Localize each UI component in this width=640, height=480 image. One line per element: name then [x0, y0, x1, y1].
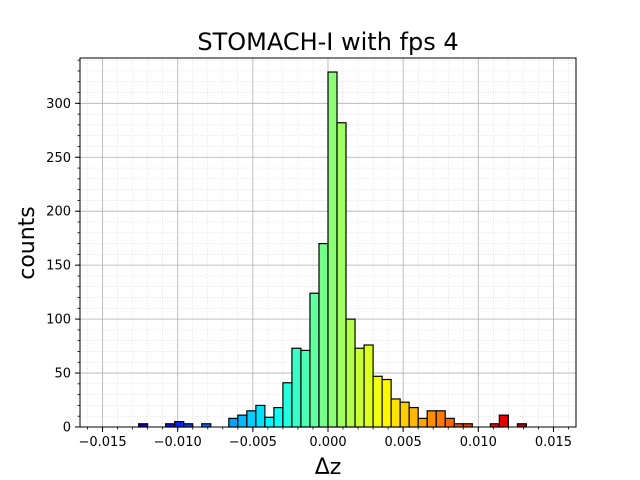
histogram-bar — [237, 414, 248, 428]
x-tick-label: 0.010 — [460, 435, 497, 450]
histogram-bar — [255, 404, 266, 428]
x-tick-label: 0.015 — [535, 435, 572, 450]
y-tick-label: 0 — [63, 421, 71, 436]
x-tick-label: −0.010 — [154, 435, 202, 450]
x-tick-label: 0.005 — [385, 435, 422, 450]
y-tick-label: 200 — [46, 205, 71, 220]
histogram-bar — [381, 378, 392, 428]
x-tick-label: −0.015 — [78, 435, 126, 450]
histogram-bar — [264, 416, 275, 428]
histogram-bar — [426, 410, 437, 428]
histogram-bar — [390, 398, 401, 428]
histogram-bar — [417, 417, 428, 428]
histogram-bar — [363, 344, 374, 428]
x-axis-label: Δz — [315, 455, 342, 480]
histogram-bar — [309, 292, 320, 428]
histogram-bar — [318, 242, 329, 428]
histogram-bar — [345, 318, 356, 428]
histogram-bar — [444, 417, 455, 428]
chart-title: STOMACH-I with fps 4 — [197, 28, 458, 56]
histogram-bar — [408, 406, 419, 428]
histogram-bar — [273, 406, 284, 428]
histogram-bar — [174, 421, 185, 428]
histogram-bar — [327, 71, 338, 428]
histogram-bar — [435, 410, 446, 428]
histogram-bar — [399, 401, 410, 428]
histogram-bar — [246, 410, 257, 428]
histogram-bars — [138, 71, 528, 428]
histogram-bar — [336, 122, 347, 428]
histogram-bar — [372, 375, 383, 428]
y-tick-label: 300 — [46, 97, 71, 112]
y-tick-label: 100 — [46, 313, 71, 328]
histogram-bar — [354, 347, 365, 428]
histogram-bar — [228, 417, 239, 428]
y-tick-label: 50 — [54, 367, 71, 382]
histogram-bar — [291, 347, 302, 428]
histogram-bar — [300, 349, 311, 428]
y-axis-label: counts — [15, 206, 40, 280]
y-tick-label: 250 — [46, 151, 71, 166]
axis-ticks: −0.015 −0.010 −0.005 0.000 0.005 0.010 0.015 0 5… — [46, 59, 572, 450]
x-tick-label: 0.000 — [309, 435, 346, 450]
x-tick-label: −0.005 — [229, 435, 277, 450]
histogram-bar — [498, 414, 509, 428]
y-tick-label: 150 — [46, 259, 71, 274]
histogram-bar — [282, 382, 293, 428]
